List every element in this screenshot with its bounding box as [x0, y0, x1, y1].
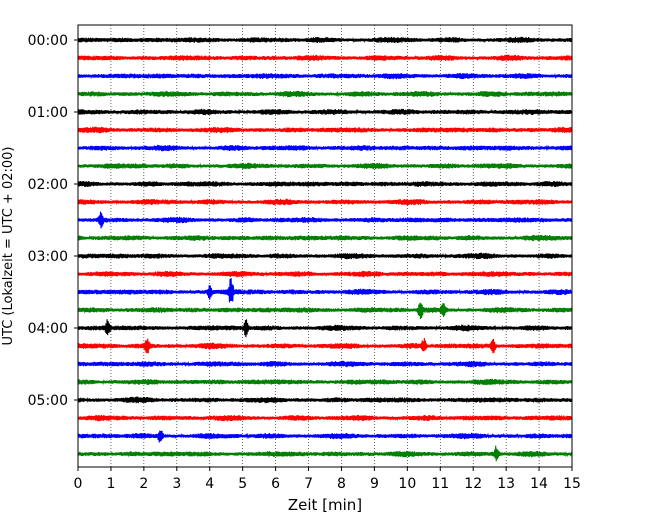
y-tick-label-04:00: 04:00: [28, 321, 68, 337]
trace-row-12: [77, 252, 573, 260]
trace-row-8: [77, 180, 573, 188]
trace-row-20: [77, 396, 573, 404]
trace-row-14: [77, 278, 573, 303]
trace-row-11: [77, 234, 573, 242]
x-tick-label-11: 11: [431, 476, 449, 492]
seismogram-traces: [77, 36, 573, 462]
x-axis-label: Zeit [min]: [288, 496, 362, 514]
trace-row-18: [77, 360, 573, 368]
trace-row-3: [77, 90, 573, 98]
trace-row-21: [77, 414, 573, 422]
trace-row-6: [77, 144, 573, 152]
x-tick-label-6: 6: [271, 476, 280, 492]
plot-frame: [77, 24, 573, 468]
y-axis-label: UTC (Lokalzeit = UTC + 02:00): [1, 147, 16, 346]
x-tick-label-10: 10: [398, 476, 416, 492]
x-tick-label-3: 3: [172, 476, 181, 492]
trace-row-16: [77, 319, 573, 338]
trace-row-23: [77, 445, 573, 462]
y-tick-label-00:00: 00:00: [28, 33, 68, 49]
x-tick-label-1: 1: [106, 476, 115, 492]
trace-row-13: [77, 270, 573, 278]
trace-row-5: [77, 126, 573, 134]
trace-row-15: [77, 302, 573, 320]
y-tick-label-05:00: 05:00: [28, 393, 68, 409]
trace-row-17: [77, 338, 573, 354]
trace-row-2: [77, 72, 573, 80]
y-tick-label-01:00: 01:00: [28, 105, 68, 121]
trace-row-7: [77, 162, 573, 170]
trace-row-10: [77, 211, 573, 229]
y-tick-label-02:00: 02:00: [28, 177, 68, 193]
x-tick-label-5: 5: [238, 476, 247, 492]
x-tick-label-0: 0: [74, 476, 83, 492]
y-tick-label-03:00: 03:00: [28, 249, 68, 265]
x-tick-label-14: 14: [530, 476, 548, 492]
trace-row-19: [77, 378, 573, 386]
x-tick-label-4: 4: [205, 476, 214, 492]
x-tick-label-2: 2: [139, 476, 148, 492]
trace-row-22: [77, 430, 573, 443]
y-axis-ticks: 00:00 01:00 02:00 03:00 04:00 05:00: [28, 33, 78, 409]
trace-row-4: [77, 108, 573, 116]
x-tick-label-12: 12: [464, 476, 482, 492]
x-tick-label-8: 8: [337, 476, 346, 492]
x-tick-label-13: 13: [497, 476, 515, 492]
x-tick-label-15: 15: [563, 476, 581, 492]
trace-row-0: [77, 36, 573, 44]
x-tick-label-9: 9: [370, 476, 379, 492]
x-axis-ticks: 0 1 2 3 4 5 6 7 8 9 10 11 12 13 14 15: [74, 467, 581, 492]
trace-row-9: [77, 198, 573, 206]
x-tick-label-7: 7: [304, 476, 313, 492]
trace-row-1: [77, 54, 573, 62]
